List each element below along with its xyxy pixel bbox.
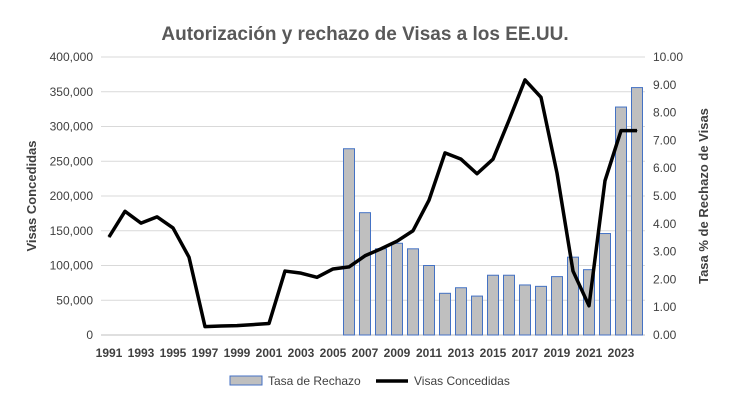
y-right-tick-label: 5.00 [653,189,677,203]
line-point-2015 [492,158,494,160]
legend-bar-label: Tasa de Rechazo [268,374,361,388]
x-tick-label: 2005 [320,346,347,360]
x-tick-label: 2013 [448,346,475,360]
line-point-1999 [236,325,238,327]
y-axis-right-label: Tasa % de Rechazo de Visas [696,108,711,284]
bar-2011 [423,265,435,336]
x-tick-label: 2007 [352,346,379,360]
y-axis-left-label: Visas Concedidas [24,140,39,251]
line-point-2001 [268,323,270,325]
bar-2012 [439,292,451,336]
x-tick-label: 1997 [192,346,219,360]
line-point-2020 [572,270,574,272]
bar-2014 [471,295,483,336]
line-point-2011 [428,199,430,201]
line-point-1992 [124,210,126,212]
y-right-tick-label: 4.00 [653,217,677,231]
x-tick-label: 2021 [576,346,603,360]
line-point-2014 [476,173,478,175]
y-left-tick-label: 50,000 [56,293,93,307]
bar-2016 [503,274,515,336]
x-tick-label: 1993 [128,346,155,360]
x-tick-label: 2003 [288,346,315,360]
bar-2017 [519,284,531,336]
line-point-2021 [588,305,590,307]
line-point-2017 [524,79,526,81]
y-left-tick-label: 150,000 [50,224,94,238]
x-tick-label: 2001 [256,346,283,360]
line-point-2004 [316,276,318,278]
chart-title: Autorización y rechazo de Visas a los EE… [161,24,568,45]
line-point-2010 [412,230,414,232]
y-left-tick-label: 350,000 [50,85,94,99]
y-left-tick-label: 0 [86,328,93,342]
y-right-tick-label: 1.00 [653,300,677,314]
line-point-2012 [444,152,446,154]
bar-2022 [599,233,611,336]
legend-line-label: Visas Concedidas [414,374,510,388]
y-right-tick-label: 3.00 [653,245,677,259]
line-point-2022 [604,180,606,182]
x-tick-label: 1995 [160,346,187,360]
x-tick-label: 2015 [480,346,507,360]
y-left-tick-label: 300,000 [50,120,94,134]
y-right-tick-label: 0.00 [653,328,677,342]
visas-line [107,78,637,329]
bar-2018 [535,285,547,336]
x-tick-label: 2017 [512,346,539,360]
bar-2009 [391,242,403,336]
line-point-1998 [220,325,222,327]
bar-2019 [551,276,563,336]
y-right-tick-label: 10.00 [653,50,683,64]
y-left-tick-label: 400,000 [50,50,94,64]
line-point-2018 [540,96,542,98]
bar-2007 [359,212,371,336]
x-tick-label: 1999 [224,346,251,360]
bar-2013 [455,287,467,336]
x-tick-label: 2023 [608,346,635,360]
legend: Tasa de Rechazo Visas Concedidas [229,374,510,388]
line-point-2013 [460,158,462,160]
bar-2015 [487,274,499,336]
line-point-2024 [636,130,638,132]
y-right-tick-label: 2.00 [653,272,677,286]
bar-2006 [343,148,355,336]
y-left-tick-label: 200,000 [50,189,94,203]
line-point-2008 [380,248,382,250]
x-tick-label: 1991 [96,346,123,360]
line-point-2005 [332,268,334,270]
line-point-2007 [364,255,366,257]
y-right-tick-label: 9.00 [653,78,677,92]
line-point-2009 [396,240,398,242]
line-point-1995 [172,227,174,229]
bar-2024 [631,87,643,336]
line-point-2016 [508,119,510,121]
line-point-1993 [140,222,142,224]
bar-2010 [407,248,419,336]
bar-2008 [375,248,387,336]
y-right-tick-label: 6.00 [653,161,677,175]
y-right-tick-label: 7.00 [653,133,677,147]
y-left-tick-label: 250,000 [50,154,94,168]
line-point-2023 [620,130,622,132]
y-right-tick-label: 8.00 [653,106,677,120]
y-left-tick-label: 100,000 [50,259,94,273]
bar-2023 [615,106,627,336]
line-point-1996 [188,256,190,258]
line-point-1991 [108,236,110,238]
line-point-2000 [252,324,254,326]
line-point-2019 [556,172,558,174]
legend-bar-swatch [229,375,263,386]
line-point-2003 [300,272,302,274]
x-tick-label: 2009 [384,346,411,360]
line-point-1994 [156,216,158,218]
line-point-2002 [284,270,286,272]
line-point-2006 [348,266,350,268]
bar-2020 [567,256,579,336]
x-tick-label: 2011 [416,346,442,360]
x-tick-label: 2019 [544,346,571,360]
line-point-1997 [204,326,206,328]
